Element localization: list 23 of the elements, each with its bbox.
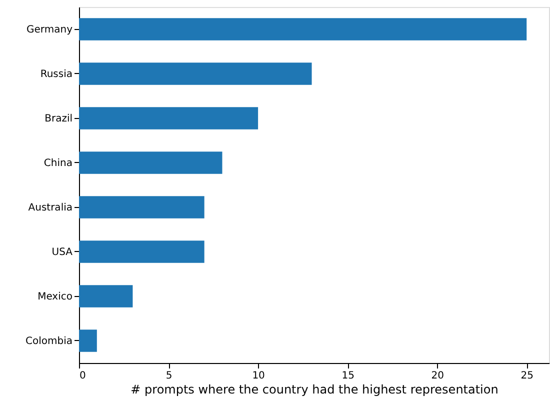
x-tick-label: 5 [166,370,172,382]
bar [79,107,258,130]
y-tick-label: Germany [26,24,73,36]
bar [79,152,222,174]
bar [79,62,312,85]
x-tick-label: 0 [80,370,86,382]
x-axis-title: # prompts where the country had the highest representation [130,382,498,396]
bar [79,285,133,308]
y-tick-label: Colombia [26,336,72,347]
bar [79,196,204,218]
y-tick-label: Brazil [44,113,72,124]
bar [79,330,97,352]
y-tick-label: Australia [28,202,72,214]
y-tick-label: USA [52,246,73,258]
x-tick-label: 25 [520,370,534,382]
y-tick-label: Russia [40,68,72,80]
y-tick-label: Mexico [38,291,72,302]
bar [79,240,204,263]
y-tick-label: China [44,158,72,169]
bar [79,18,527,40]
x-tick-label: 15 [342,370,354,382]
x-tick-label: 10 [252,370,265,382]
x-tick-label: 20 [431,370,444,382]
